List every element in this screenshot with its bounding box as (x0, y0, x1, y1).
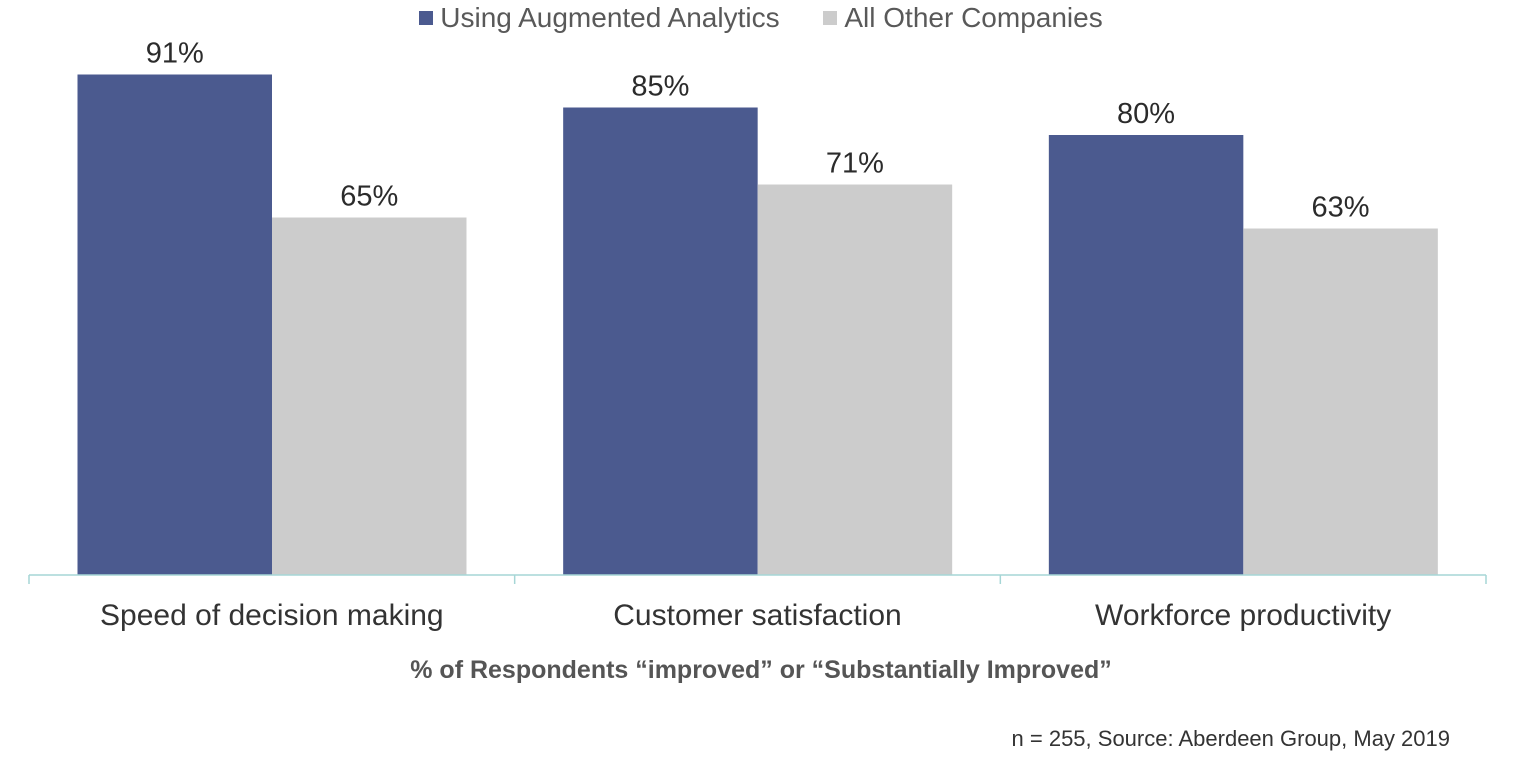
data-label: 85% (631, 71, 689, 103)
x-tick-label: Workforce productivity (1095, 599, 1391, 632)
source-note: n = 255, Source: Aberdeen Group, May 201… (1011, 726, 1450, 751)
x-tick-label: Speed of decision making (100, 599, 444, 632)
legend-label-others: All Other Companies (844, 2, 1103, 33)
legend: Using Augmented Analytics All Other Comp… (0, 2, 1522, 34)
bar-all-other-companies-customer-satisfaction (757, 184, 953, 575)
bar-all-other-companies-workforce-productivity (1243, 228, 1438, 575)
data-label: 80% (1117, 98, 1175, 130)
legend-item-augmented: Using Augmented Analytics (419, 2, 780, 34)
bar-using-augmented-analytics-speed-of-decision-making (77, 74, 272, 575)
legend-item-others: All Other Companies (823, 2, 1103, 34)
x-axis-title: % of Respondents “improved” or “Substant… (410, 656, 1112, 684)
x-tick-label: Customer satisfaction (613, 599, 901, 632)
data-label: 63% (1312, 192, 1370, 224)
bar-using-augmented-analytics-workforce-productivity (1048, 135, 1244, 575)
legend-swatch-augmented (419, 11, 434, 25)
bar-using-augmented-analytics-customer-satisfaction (563, 107, 758, 575)
data-label: 71% (826, 148, 884, 180)
legend-label-augmented: Using Augmented Analytics (440, 2, 780, 33)
data-label: 65% (340, 181, 398, 213)
data-label: 91% (146, 38, 204, 70)
legend-swatch-others (823, 11, 838, 25)
bar-all-other-companies-speed-of-decision-making (272, 217, 467, 575)
